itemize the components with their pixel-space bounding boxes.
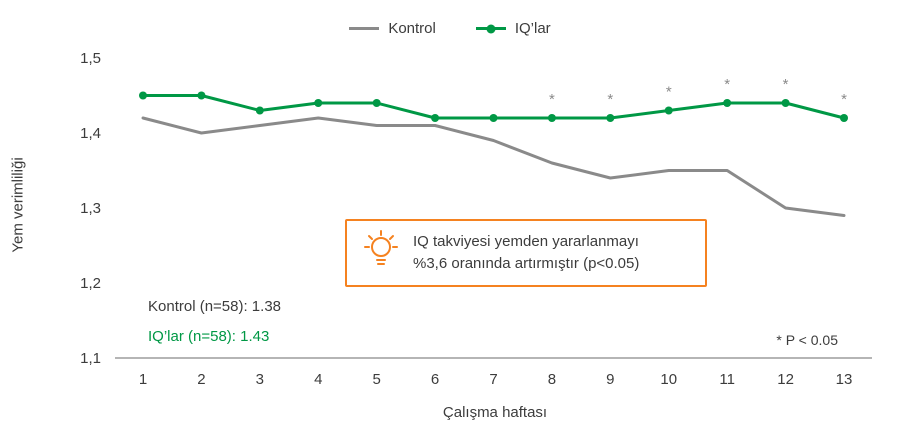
iqlar-point <box>606 114 615 122</box>
x-tick-label: 3 <box>256 371 264 388</box>
callout-text: IQ takviyesi yemden yararlanmayı %3,6 or… <box>413 231 639 275</box>
legend-item-kontrol: Kontrol <box>349 20 436 37</box>
iqlar-point <box>139 91 147 100</box>
x-tick-label: 4 <box>314 371 322 388</box>
significance-asterisk: * <box>607 91 613 108</box>
y-tick-label: 1,4 <box>80 125 101 142</box>
iqlar-point <box>255 106 264 115</box>
significance-asterisk: * <box>724 76 730 93</box>
x-tick-label: 10 <box>660 371 677 388</box>
callout-line-2: %3,6 oranında artırmıştır (p<0.05) <box>413 255 640 272</box>
legend-item-iqlar: IQ’lar <box>475 20 551 37</box>
iqlar-point <box>547 114 556 122</box>
iqlar-line-swatch <box>475 24 506 33</box>
x-tick-label: 2 <box>197 371 205 388</box>
lightbulb-icon <box>361 229 401 278</box>
x-tick-label: 1 <box>139 371 147 388</box>
significance-asterisk: * <box>549 91 555 108</box>
iqlar-point <box>840 114 848 122</box>
iqlar-point <box>664 106 673 115</box>
y-tick-label: 1,1 <box>80 350 101 367</box>
kontrol-line-swatch <box>349 27 380 30</box>
x-tick-label: 5 <box>372 371 380 388</box>
iqlar-point <box>723 99 732 107</box>
y-tick-label: 1,5 <box>80 50 101 67</box>
x-axis-title: Çalışma haftası <box>442 404 548 421</box>
significance-note: * P < 0.05 <box>776 332 838 348</box>
significance-asterisk: * <box>783 76 789 93</box>
iqlar-point <box>314 99 323 107</box>
iqlar-point <box>781 99 790 107</box>
kontrol-line <box>141 116 846 217</box>
kontrol-mean-label: Kontrol (n=58): 1.38 <box>148 298 282 315</box>
summary-stats: Kontrol (n=58): 1.38 IQ’lar (n=58): 1.43 <box>148 292 281 352</box>
iqlar-point <box>372 99 381 107</box>
iqlar-mean-label: IQ’lar (n=58): 1.43 <box>148 328 270 345</box>
legend: Kontrol IQ’lar <box>0 20 900 37</box>
iqlar-point <box>431 114 440 122</box>
iqlar-dot-swatch <box>486 24 496 33</box>
x-tick-label: 7 <box>489 371 497 388</box>
y-tick-label: 1,2 <box>80 275 101 292</box>
x-tick-label: 9 <box>606 371 614 388</box>
y-tick-label: 1,3 <box>80 200 101 217</box>
callout-box: IQ takviyesi yemden yararlanmayı %3,6 or… <box>345 219 707 287</box>
x-tick-label: 13 <box>836 371 853 388</box>
x-tick-label: 8 <box>548 371 556 388</box>
x-tick-label: 6 <box>431 371 439 388</box>
significance-asterisk: * <box>841 91 847 108</box>
significance-asterisk: * <box>666 84 672 101</box>
legend-label-kontrol: Kontrol <box>388 20 436 37</box>
iqlar-point <box>197 91 206 100</box>
x-tick-label: 12 <box>777 371 794 388</box>
iqlar-point <box>489 114 498 122</box>
callout-line-1: IQ takviyesi yemden yararlanmayı <box>413 233 639 251</box>
y-axis-title: Yem verimliliği <box>9 157 27 253</box>
legend-label-iqlar: IQ’lar <box>514 20 551 37</box>
x-tick-label: 11 <box>719 371 735 388</box>
